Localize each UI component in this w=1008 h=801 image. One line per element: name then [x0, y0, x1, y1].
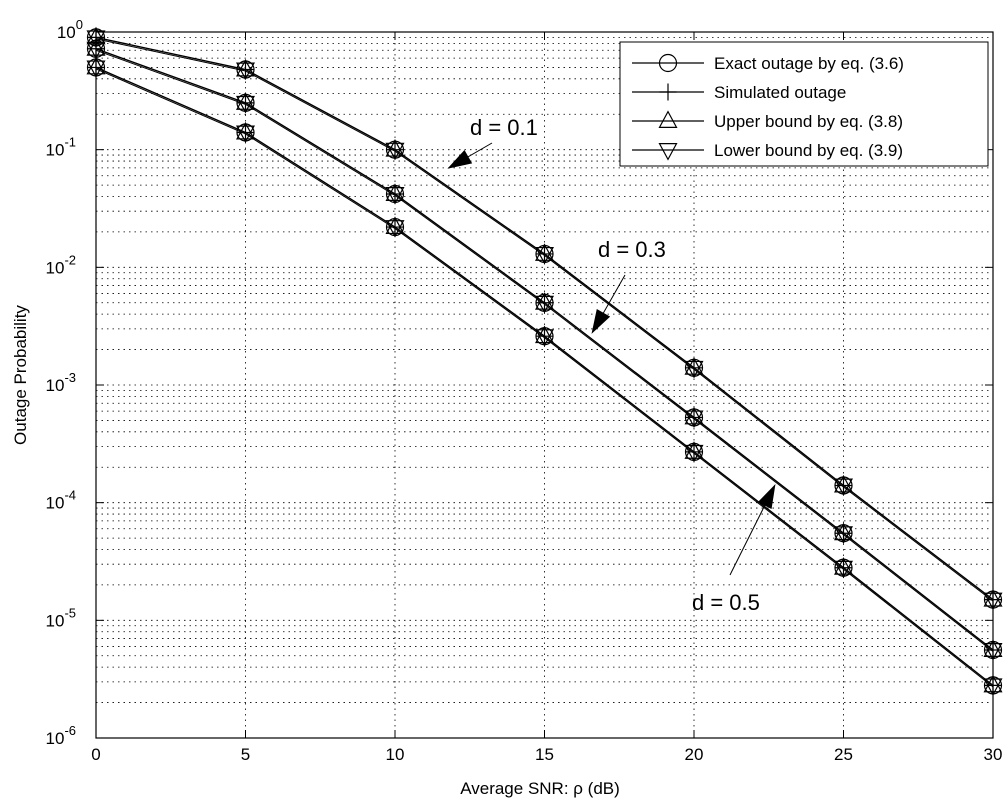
annotation-label: d = 0.3	[598, 237, 666, 262]
legend-label: Simulated outage	[714, 83, 846, 102]
marker-triangle-up	[385, 216, 405, 235]
annotation-arrow-head	[757, 483, 776, 510]
legend: Exact outage by eq. (3.6) Simulated outag…	[619, 41, 989, 167]
marker-triangle-down	[534, 246, 555, 265]
marker-triangle-up	[534, 243, 555, 261]
x-tick-label: 0	[91, 745, 100, 764]
y-axis-label: Outage Probability	[11, 305, 30, 445]
x-tick-label: 30	[984, 745, 1003, 764]
annotation-arrow-head	[447, 149, 473, 169]
marker-triangle-up	[833, 522, 854, 541]
y-tick-label: 10-4	[46, 488, 76, 513]
marker-triangle-up	[833, 557, 854, 575]
curve-group	[86, 38, 1003, 661]
x-tick-label: 5	[241, 745, 250, 764]
annotations: d = 0.1 d = 0.3 d = 0.5	[447, 115, 776, 615]
x-tick-label: 25	[834, 745, 853, 764]
y-tick-label: 10-1	[46, 135, 76, 160]
marker-triangle-down	[684, 360, 704, 379]
legend-entry: Upper bound by eq. (3.8)	[632, 110, 903, 131]
marker-triangle-up	[534, 325, 555, 344]
x-axis-label: Average SNR: ρ (dB)	[460, 779, 620, 798]
legend-box	[619, 41, 989, 167]
marker-triangle-up	[684, 441, 704, 459]
marker-triangle-down	[833, 560, 854, 579]
marker-triangle-up	[235, 121, 256, 140]
annotation-label: d = 0.5	[692, 590, 760, 615]
annotation-label: d = 0.1	[470, 115, 538, 140]
y-tick-label: 10-3	[46, 370, 76, 395]
marker-triangle-down	[385, 220, 405, 238]
marker-triangle-down	[86, 30, 106, 48]
marker-triangle-up	[235, 58, 256, 77]
legend-label: Exact outage by eq. (3.6)	[714, 54, 904, 73]
marker-triangle-up	[684, 406, 704, 425]
marker-triangle-up	[833, 474, 854, 493]
marker-triangle-up	[658, 110, 678, 128]
marker-triangle-down	[684, 444, 704, 463]
y-tick-label: 10-6	[46, 723, 76, 748]
marker-triangle-down	[833, 478, 854, 497]
y-tick-label: 10-2	[46, 252, 76, 277]
marker-triangle-down	[235, 95, 256, 114]
marker-plus	[659, 83, 677, 101]
marker-triangle-up	[235, 92, 256, 110]
marker-triangle-down	[385, 142, 405, 161]
marker-triangle-down	[235, 125, 256, 144]
marker-circle	[658, 53, 678, 73]
legend-label: Lower bound by eq. (3.9)	[714, 141, 903, 160]
marker-triangle-up	[684, 357, 704, 375]
legend-entry: Exact outage by eq. (3.6)	[632, 53, 904, 73]
marker-triangle-up	[385, 183, 405, 201]
x-tick-label: 15	[535, 745, 554, 764]
x-tick-label: 10	[386, 745, 405, 764]
marker-triangle-down	[658, 143, 678, 161]
x-tick-label: 20	[685, 745, 704, 764]
marker-triangle-down	[534, 329, 555, 347]
y-tick-label: 100	[57, 17, 83, 42]
legend-entry: Simulated outage	[632, 83, 846, 102]
marker-triangle-down	[385, 187, 405, 205]
axis-ticks: 0 5 10 15 20 25 30 100 10-1 10-2 10-3 10-4 10-5 10-6	[46, 17, 1003, 764]
marker-triangle-down	[235, 62, 256, 81]
annotation-arrow-head	[591, 309, 611, 334]
marker-triangle-down	[534, 295, 555, 314]
grid	[96, 32, 993, 738]
marker-triangle-up	[385, 139, 405, 157]
marker-triangle-up	[534, 292, 555, 310]
marker-triangle-down	[833, 526, 854, 544]
legend-label: Upper bound by eq. (3.8)	[714, 112, 903, 131]
legend-entry: Lower bound by eq. (3.9)	[632, 141, 903, 161]
marker-triangle-down	[684, 410, 704, 429]
y-tick-label: 10-5	[46, 605, 76, 630]
